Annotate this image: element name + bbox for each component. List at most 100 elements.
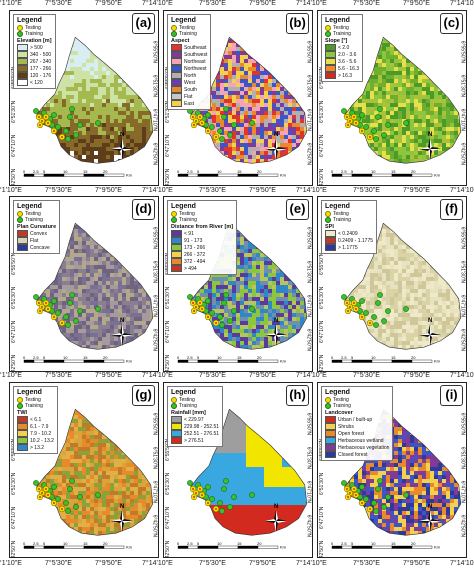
- training-point: [359, 112, 365, 118]
- latitude-tick: 6°51'30"N: [151, 446, 157, 469]
- legend-subtitle: Rainfall [mm]: [171, 410, 206, 416]
- scale-tick: 0: [177, 355, 180, 360]
- legend-swatch: [325, 430, 336, 437]
- legend-class: 7.9 - 10.2: [17, 430, 54, 437]
- latitude-tick: 6°47'10"N: [151, 480, 157, 503]
- legend-class: Herbaceous vegetation: [325, 444, 389, 451]
- north-arrow-icon: N: [419, 132, 441, 160]
- legend-title: Legend: [171, 17, 196, 24]
- latitude-axis-right: 6°55'50"N 6°51'30"N 6°47'10"N 6°42'50"N: [303, 11, 311, 185]
- legend-swatch: [171, 58, 182, 65]
- training-point: [231, 308, 237, 314]
- legend-swatch: [17, 244, 28, 251]
- legend-b: Legend Testing Training Aspect Southeast Sout…: [167, 14, 212, 110]
- legend-swatch: [325, 58, 336, 65]
- legend-class: Shrubs: [325, 423, 389, 430]
- panel-label: (h): [286, 385, 309, 406]
- legend-row-training: Training: [17, 31, 52, 37]
- legend-subtitle: SPI: [325, 224, 334, 230]
- latitude-tick: 6°55'50"N: [459, 412, 465, 435]
- longitude-tick: 7°9'50"E: [403, 187, 430, 194]
- training-point: [377, 292, 383, 298]
- latitude-tick: 6°42'50"N: [459, 514, 465, 537]
- legend-class-label: 6.1 - 7.9: [30, 423, 49, 430]
- legend-swatch: [171, 251, 182, 258]
- longitude-axis-row-1: 7°1'10"E 7°5'30"E 7°9'50"E 7°14'10"E 7°5'30"…: [0, 187, 474, 196]
- training-point: [55, 310, 61, 316]
- panel-label: (g): [132, 385, 155, 406]
- legend-swatch: [325, 451, 336, 458]
- legend-class-label: 173 - 266: [184, 244, 206, 251]
- scale-tick: 0: [23, 355, 26, 360]
- map-panel-b: N 0 2.5 5 10 15 20 Km 6°55'50"N 6°51'30"N 6°47'10"…: [163, 10, 313, 186]
- scale-bar: 0 2.5 5 10 15 20 Km: [23, 541, 133, 550]
- legend-class: 2.0 - 3.6: [325, 51, 359, 58]
- longitude-tick: 7°14'10"E: [142, 560, 173, 567]
- scale-unit: Km: [126, 545, 133, 550]
- longitude-tick: 7°5'30"E: [353, 560, 380, 567]
- legend-class: West: [171, 79, 207, 86]
- legend-class-label: > 16.3: [338, 72, 353, 79]
- legend-h: Legend Testing Training Rainfall [mm] < 229.…: [167, 386, 224, 447]
- legend-swatch: [325, 416, 336, 423]
- legend-class: 6.1 - 7.9: [17, 423, 54, 430]
- north-label: N: [274, 132, 278, 138]
- training-point-icon: [171, 403, 177, 409]
- legend-label: Testing: [179, 25, 195, 31]
- legend-subtitle: Plan Curvature: [17, 224, 57, 230]
- legend-class: < 91: [171, 230, 233, 237]
- legend-swatch: [17, 430, 28, 437]
- longitude-tick: 7°9'50"E: [95, 187, 122, 194]
- testing-point-icon: [17, 25, 23, 31]
- longitude-tick: 7°1'10"E: [0, 187, 22, 194]
- legend-title: Legend: [171, 203, 196, 210]
- legend-swatch: [171, 72, 182, 79]
- training-point: [65, 322, 71, 328]
- legend-class-label: Southwest: [184, 51, 208, 58]
- latitude-tick: 6°47'10"N: [11, 134, 17, 157]
- training-point: [385, 308, 391, 314]
- legend-swatch: [171, 230, 182, 237]
- scale-tick: 20: [103, 355, 108, 360]
- training-point: [95, 492, 101, 498]
- latitude-tick: 6°47'10"N: [459, 480, 465, 503]
- longitude-tick: 7°14'10"E: [296, 187, 327, 194]
- legend-class: > 276.51: [171, 437, 219, 444]
- training-point: [341, 108, 347, 114]
- legend-row-training: Training: [171, 31, 207, 37]
- legend-class-label: < 91: [184, 230, 194, 237]
- legend-e: Legend Testing Training Distance from River…: [167, 200, 238, 275]
- north-label: N: [428, 132, 432, 138]
- scale-tick: 20: [103, 541, 108, 546]
- legend-label: Training: [179, 31, 197, 37]
- north-label: N: [274, 318, 278, 324]
- scale-tick: 2.5: [341, 541, 347, 546]
- training-point: [381, 318, 387, 324]
- legend-row-testing: Testing: [325, 397, 389, 403]
- training-point: [223, 292, 229, 298]
- legend-swatch: [171, 265, 182, 272]
- longitude-tick: 7°5'30"E: [199, 372, 226, 379]
- training-point: [227, 132, 233, 138]
- legend-class-label: 267 - 340: [30, 58, 52, 65]
- training-point: [381, 504, 387, 510]
- training-point: [33, 108, 39, 114]
- longitude-tick: 7°9'50"E: [249, 372, 276, 379]
- latitude-tick: 6°55'50"N: [151, 412, 157, 435]
- legend-class: 120 - 176: [17, 72, 52, 79]
- legend-row-training: Training: [325, 31, 359, 37]
- legend-row-training: Training: [171, 217, 233, 223]
- legend-class-label: West: [184, 79, 196, 86]
- training-point-icon: [325, 403, 331, 409]
- training-point: [375, 114, 381, 120]
- latitude-axis-right: 6°55'50"N 6°51'30"N 6°47'10"N 6°42'50"N: [149, 197, 157, 371]
- north-arrow-icon: N: [111, 504, 133, 532]
- legend-class-label: 7.9 - 10.2: [30, 430, 52, 437]
- legend-class: Open forest: [325, 430, 389, 437]
- scale-tick: 2.5: [187, 541, 193, 546]
- legend-swatch: [171, 437, 182, 444]
- latitude-tick: 6°42'50"N: [319, 540, 325, 558]
- legend-f: Legend Testing Training SPI < 0.2409 0.2409 -…: [321, 200, 378, 254]
- training-point: [375, 486, 381, 492]
- latitude-tick: 6°51'30"N: [319, 472, 325, 495]
